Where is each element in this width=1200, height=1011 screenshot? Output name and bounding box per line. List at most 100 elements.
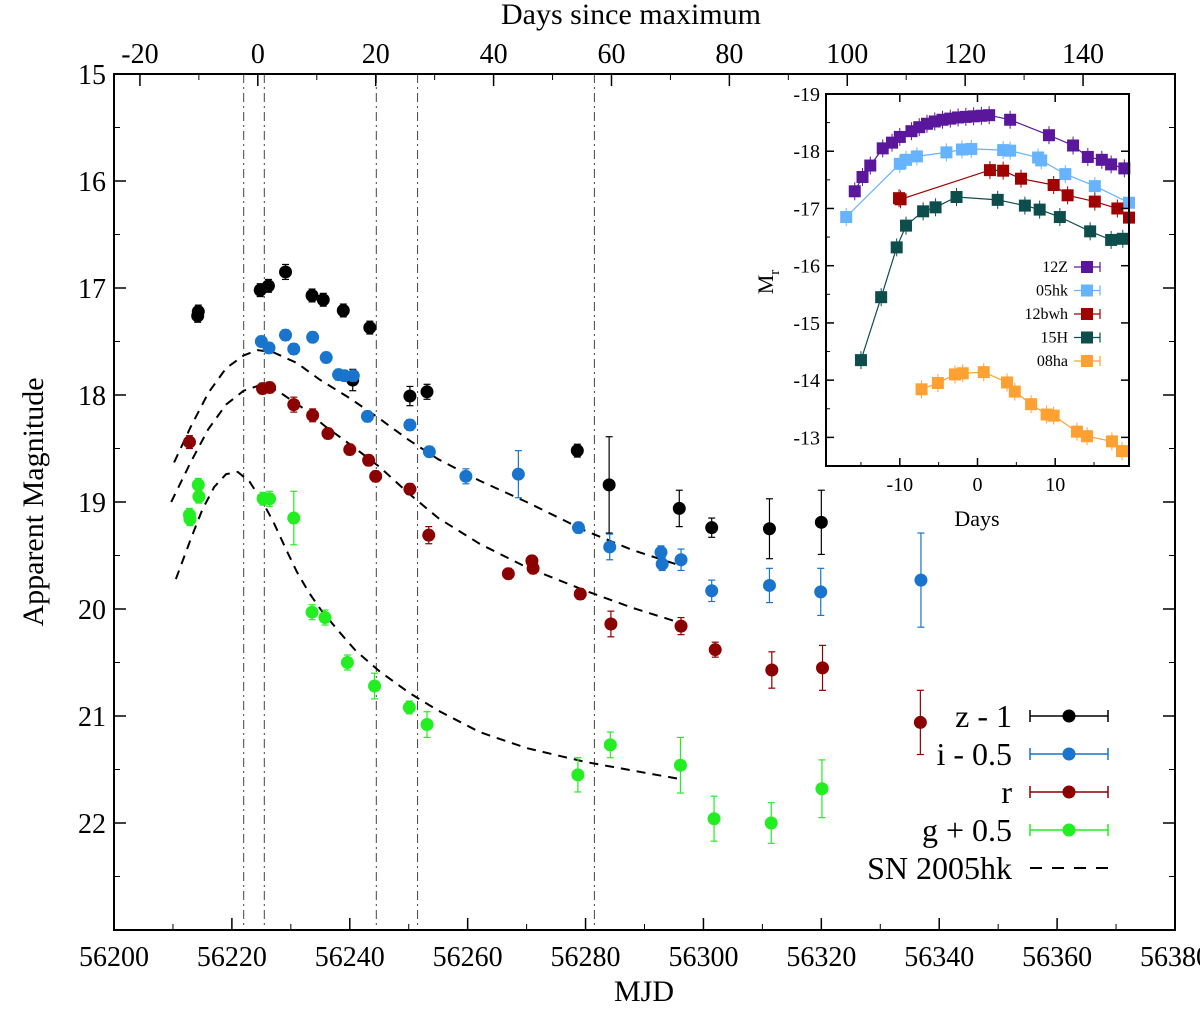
inset-y-tick-label: -18 [793,141,820,163]
data-point [705,521,719,535]
data-point [814,515,828,529]
inset-data-point [1081,150,1094,163]
y-tick-label: 22 [78,809,106,840]
data-point [815,782,829,796]
inset-data-point [1047,409,1060,422]
data-point [674,619,688,633]
legend-label: SN 2005hk [867,850,1012,886]
inset-data-point [1008,385,1021,398]
inset-data-point [1116,232,1129,245]
inset-data-point [900,153,913,166]
data-point [765,663,779,677]
data-point [511,467,525,481]
inset-data-point [1070,425,1083,438]
x-tick-label: 56200 [79,942,149,973]
inset-data-point [1001,376,1014,389]
inset-background [826,94,1129,466]
data-point [369,469,383,483]
inset-data-point [900,219,913,232]
inset-data-point [890,241,903,254]
inset-data-point [1047,178,1060,191]
inset-data-point [1025,398,1038,411]
data-point [305,288,319,302]
inset-data-point [856,170,869,183]
inset-data-point [1042,129,1055,142]
data-point [261,279,275,293]
y-tick-label: 21 [78,702,106,733]
legend-item-z-1: z - 1 [955,698,1109,734]
y-axis-title: Apparent Magnitude [17,377,50,626]
inset-data-point [1105,435,1118,448]
data-point [360,409,374,423]
inset-data-point [1118,162,1131,175]
inset-y-axis-title: Mr [753,270,783,295]
inset-data-point [1033,203,1046,216]
inset-series-line [898,169,1130,219]
x-tick-label: 56240 [315,942,385,973]
data-point [263,381,277,395]
data-point [672,501,686,515]
top-tick-label: 40 [480,39,508,70]
data-point [762,522,776,536]
data-point [602,478,616,492]
main-legend: z - 1i - 0.5rg + 0.5SN 2005hk [867,698,1109,886]
legend-item-g-0-5: g + 0.5 [922,812,1109,848]
data-point [287,342,301,356]
y-tick-label: 17 [78,274,106,305]
inset-y-tick-label: -15 [793,313,820,335]
data-point [346,369,360,383]
legend-item-sn-2005hk: SN 2005hk [867,850,1108,886]
legend-label: i - 0.5 [936,736,1012,772]
data-point [306,408,320,422]
inset-data-point [1004,113,1017,126]
data-point [402,700,416,714]
inset-data-point [1053,211,1066,224]
data-point [343,443,357,457]
data-point [287,511,301,525]
x-tick-label: 56360 [1022,942,1092,973]
inset-x-tick-label: 0 [973,474,983,496]
inset-legend-label: 12bwh [1024,306,1068,323]
data-point [603,540,617,554]
legend-marker [1062,747,1076,761]
data-point [191,478,205,492]
inset-legend-label: 08ha [1037,353,1068,370]
data-point [420,718,434,732]
data-point [459,469,473,483]
inset-data-point [1081,430,1094,443]
data-point [363,321,377,335]
inset-data-point [956,367,969,380]
data-point [305,605,319,619]
inset-series-08ha [915,363,1129,461]
top-tick-label: -20 [121,39,158,70]
data-point [336,303,350,317]
y-tick-label: 18 [78,381,106,412]
inset-legend-label: 05hk [1036,283,1068,300]
inset-data-point [848,185,861,198]
inset-data-point [1116,445,1129,458]
inset-legend-item-12z: 12Z [1042,259,1101,276]
data-point [420,385,434,399]
inset-data-point [893,130,906,143]
data-point [318,611,332,625]
inset-data-point [1015,172,1028,185]
inset-legend-item-12bwh: 12bwh [1024,306,1101,323]
magnitude-axis-ticks: 15 16 17 18 19 20 21 22 [78,60,1175,877]
legend-item-i-0-5: i - 0.5 [936,736,1109,772]
inset-y-tick-label: -19 [793,84,820,106]
legend-label: r [1001,774,1012,810]
x-tick-label: 56320 [786,942,856,973]
y-tick-label: 20 [78,595,106,626]
inset-series-15h [854,188,1129,370]
inset-data-point [950,191,963,204]
inset-data-point [997,164,1010,177]
legend-marker [1062,785,1076,799]
inset-abs-mag-axis-ticks: -19 -18 -17 -16 -15 -14 -13 [793,84,1129,467]
inset-x-tick-label: 10 [1045,474,1065,496]
inset-legend-marker [1081,308,1093,320]
template-curve-0 [173,349,683,568]
inset-data-point [1035,154,1048,167]
inset-legend-item-08ha: 08ha [1037,353,1101,370]
data-point [570,444,584,458]
